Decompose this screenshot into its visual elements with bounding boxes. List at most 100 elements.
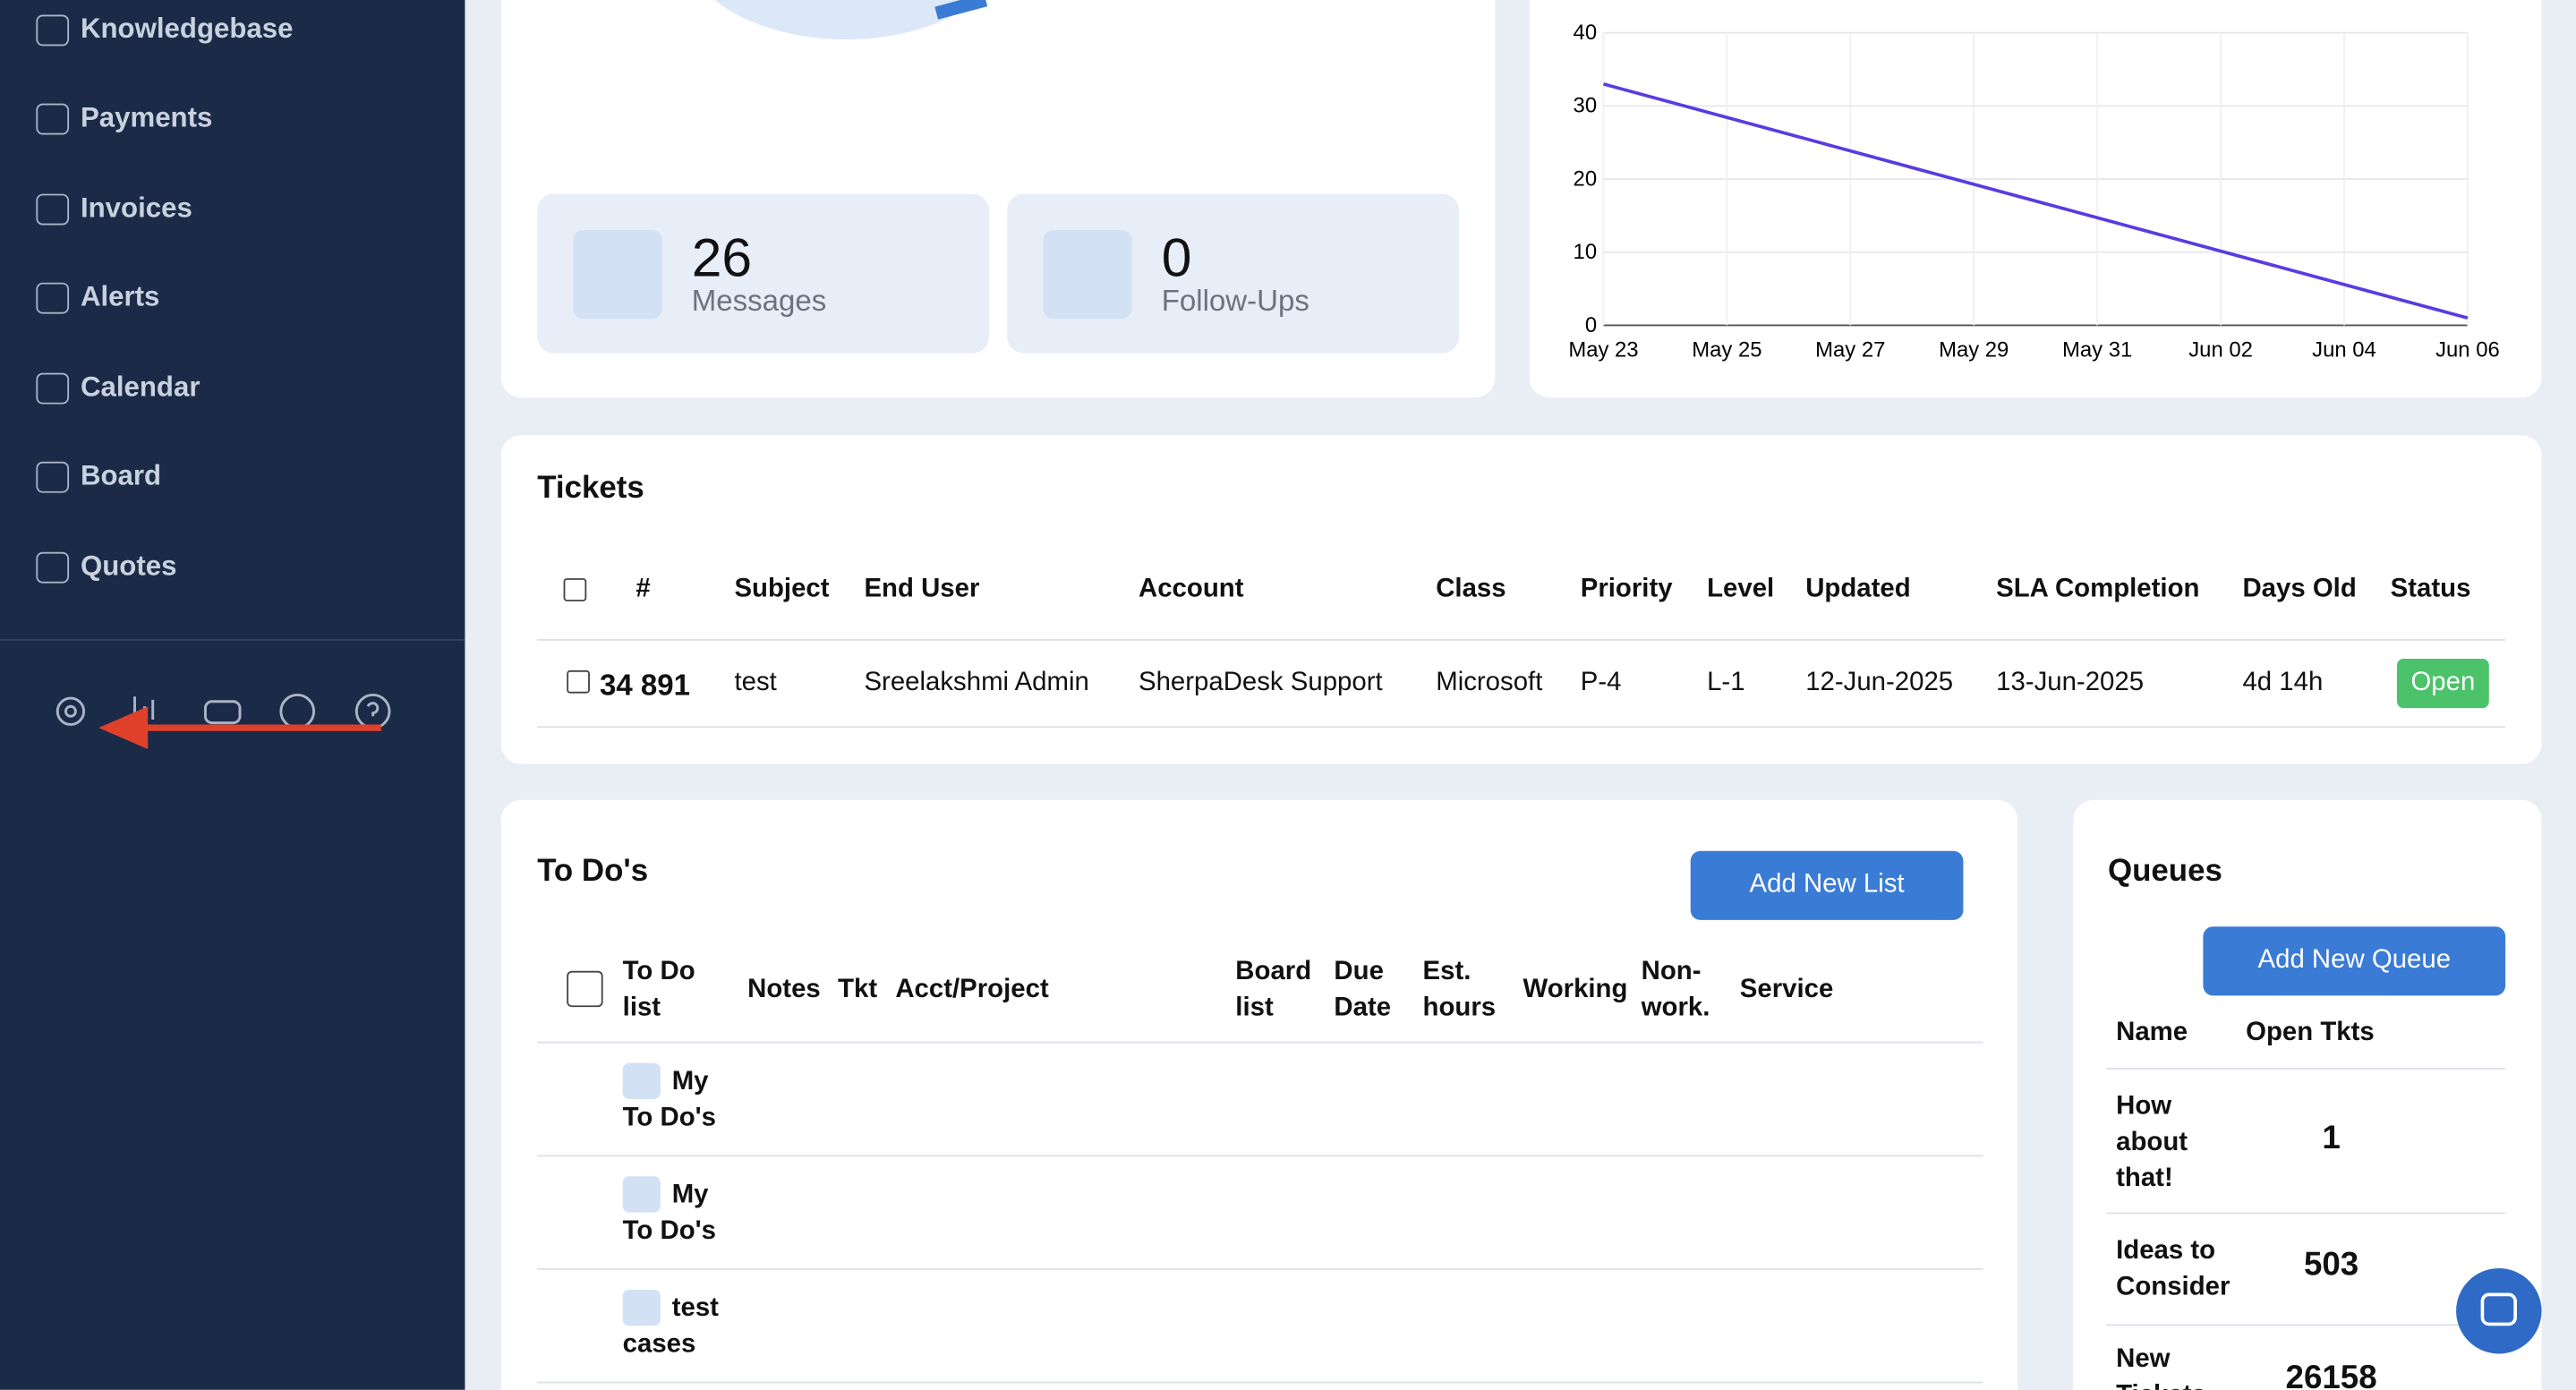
- column-header: End User: [864, 575, 980, 603]
- column-header: #: [635, 575, 651, 603]
- nav-icon: [36, 14, 70, 47]
- nav-icon: [36, 103, 70, 135]
- nav-item[interactable]: Quotes: [80, 550, 177, 582]
- open-count: 1: [2322, 1120, 2341, 1157]
- column-header: Level: [1707, 575, 1775, 603]
- trend-line: [1602, 82, 2469, 320]
- select-all: [563, 578, 587, 601]
- sidebar: Knowledgebase Payments Invoices Alerts Calen…: [0, 0, 465, 1390]
- tickets-card: Tickets # Subject End User Account Class Prior…: [500, 435, 2542, 764]
- column-header: Name: [2116, 1019, 2188, 1047]
- expand-toggle[interactable]: [622, 1176, 661, 1213]
- column-header: Open Tkts: [2246, 1019, 2375, 1047]
- nav-item[interactable]: Board: [80, 459, 162, 491]
- hr: [537, 1381, 1983, 1384]
- list-name: My To Do's: [622, 1181, 716, 1246]
- y-tick-label: 40: [1574, 21, 1598, 45]
- cell: Microsoft: [1436, 669, 1543, 697]
- stat-box: 26 Messages: [537, 193, 989, 354]
- expand-toggle[interactable]: [622, 1062, 661, 1099]
- line-chart: 0 10 20 30 40 May 23 May 25 May 27 May 29 May 31 J…: [1568, 21, 2499, 362]
- list-name: test cases: [622, 1294, 719, 1359]
- cell: 34 891: [599, 669, 691, 702]
- trend-card: 0 10 20 30 40 May 23 May 25 May 27 May 29 May 31 J…: [1529, 0, 2542, 398]
- chat-button[interactable]: [2454, 1266, 2543, 1355]
- nav-item[interactable]: Invoices: [80, 192, 192, 224]
- cell: test: [734, 669, 777, 697]
- hr: [2106, 1212, 2506, 1215]
- cell: 4d 14h: [2242, 669, 2324, 697]
- queue-name: How about that!: [2116, 1092, 2188, 1193]
- column-header: Est. hours: [1422, 958, 1497, 1022]
- stat-icon: [1043, 229, 1132, 320]
- column-header: Class: [1436, 575, 1506, 603]
- column-header: Status: [2390, 575, 2471, 603]
- nav-icon: [36, 372, 70, 405]
- nav-icon: [36, 461, 70, 493]
- select-all: [567, 970, 603, 1008]
- x-tick-label: May 23: [1568, 337, 1638, 362]
- hr: [537, 1041, 1983, 1044]
- nav-item[interactable]: Calendar: [80, 371, 200, 403]
- expand-toggle[interactable]: [622, 1289, 661, 1326]
- card-title: To Do's: [537, 854, 649, 890]
- add-list-button[interactable]: Add New List: [1690, 850, 1964, 920]
- column-header: Non-work.: [1641, 958, 1710, 1022]
- open-count: 26158: [2285, 1360, 2377, 1390]
- y-tick-label: 30: [1574, 94, 1598, 118]
- nav-item[interactable]: Payments: [80, 101, 213, 133]
- stat-box: 0 Follow-Ups: [1007, 193, 1459, 354]
- stat-value: 26: [691, 226, 753, 288]
- hr: [537, 1268, 1983, 1270]
- column-header: Tkt: [838, 976, 878, 1004]
- x-tick-label: Jun 02: [2188, 337, 2253, 362]
- nav-icon: [36, 551, 70, 584]
- column-header: Account: [1139, 575, 1244, 603]
- hr: [537, 726, 2506, 729]
- button-label: Add New Queue: [2257, 946, 2452, 975]
- sidebar-tools: [55, 693, 391, 749]
- divider: [0, 639, 465, 641]
- stat-label: Follow-Ups: [1161, 284, 1309, 318]
- stat-icon: [573, 229, 662, 320]
- nav-item[interactable]: Alerts: [80, 280, 160, 312]
- column-header: Notes: [747, 976, 821, 1004]
- cell: P-4: [1580, 669, 1622, 697]
- column-header: Priority: [1580, 575, 1673, 603]
- cell: Sreelakshmi Admin: [864, 669, 1089, 697]
- x-tick-label: May 31: [2062, 337, 2132, 362]
- add-queue-button[interactable]: Add New Queue: [2203, 926, 2506, 996]
- column-header: Subject: [734, 575, 830, 603]
- column-header: Due Date: [1334, 958, 1392, 1022]
- nav-icon: [36, 193, 70, 226]
- card-title: Tickets: [537, 471, 644, 507]
- column-header: To Do list: [622, 958, 695, 1022]
- todos-card: To Do's Add New List To Do list Notes Tkt Acc…: [500, 799, 2017, 1390]
- status-badge[interactable]: Open: [2396, 659, 2489, 709]
- column-header: Service: [1739, 976, 1834, 1004]
- nav-item[interactable]: Knowledgebase: [80, 13, 294, 45]
- open-count: 503: [2303, 1247, 2359, 1283]
- column-header: Updated: [1805, 575, 1911, 603]
- x-tick-label: May 29: [1939, 337, 2009, 362]
- hr: [2106, 1324, 2506, 1326]
- column-header: Board list: [1235, 958, 1312, 1022]
- column-header: Days Old: [2242, 575, 2357, 603]
- stat-value: 0: [1161, 226, 1192, 288]
- cell: SherpaDesk Support: [1139, 669, 1383, 697]
- queue-name: New Tickets: [2116, 1345, 2206, 1390]
- row-checkbox: [567, 669, 590, 694]
- y-tick-label: 10: [1574, 240, 1598, 264]
- hr: [2106, 1068, 2506, 1070]
- column-header: Working: [1523, 976, 1628, 1004]
- pie-fragment: [714, 0, 988, 40]
- stat-label: Messages: [691, 284, 827, 318]
- card-title: Queues: [2107, 854, 2222, 890]
- column-header: SLA Completion: [1996, 575, 2200, 603]
- list-name: My To Do's: [622, 1068, 716, 1132]
- queue-name: Ideas to Consider: [2116, 1237, 2231, 1301]
- x-tick-label: Jun 04: [2312, 337, 2376, 362]
- cell: 13-Jun-2025: [1996, 669, 2145, 697]
